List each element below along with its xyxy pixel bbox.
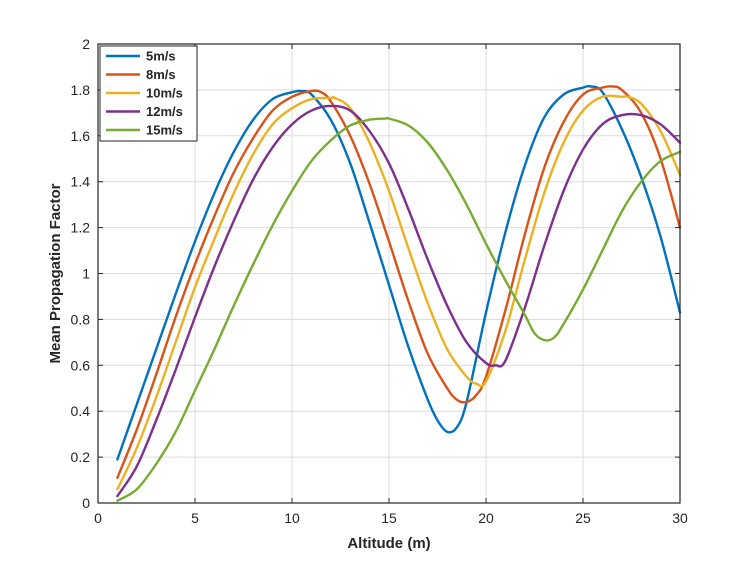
y-tick-label: 2 (82, 36, 90, 52)
x-tick-label: 20 (478, 510, 494, 526)
y-axis-title: Mean Propagation Factor (47, 183, 64, 363)
y-tick-label: 0.4 (71, 403, 91, 419)
legend: 5m/s 8m/s 10m/s 12m/s 15m/s (99, 45, 198, 142)
x-tick-label: 0 (94, 510, 102, 526)
y-tick-label: 0.6 (71, 357, 91, 373)
y-tick-label: 0.8 (71, 311, 91, 327)
y-axis: 0 0.2 0.4 0.6 0.8 1 1.2 1.4 1.6 1.8 2 (71, 36, 680, 511)
legend-label: 12m/s (146, 104, 183, 119)
y-tick-label: 1.2 (71, 220, 91, 236)
x-axis: 0 5 10 15 20 25 30 (94, 44, 688, 526)
series-line-5ms (116, 84, 682, 461)
x-axis-title: Altitude (m) (347, 535, 430, 552)
series-line-12ms (116, 104, 682, 498)
y-tick-label: 1 (82, 266, 90, 282)
x-tick-label: 15 (381, 510, 397, 526)
y-tick-label: 1.6 (71, 128, 91, 144)
y-tick-label: 0.2 (71, 449, 91, 465)
x-tick-label: 10 (284, 510, 300, 526)
legend-label: 5m/s (146, 49, 176, 64)
y-tick-label: 1.8 (71, 82, 91, 98)
legend-label: 10m/s (146, 86, 183, 101)
series-line-15ms (116, 116, 682, 502)
series-line-8ms (116, 85, 682, 479)
y-tick-label: 0 (82, 495, 90, 511)
y-tick-label: 1.4 (71, 174, 91, 190)
legend-label: 8m/s (146, 67, 176, 82)
plot-lines (116, 84, 682, 502)
x-tick-label: 30 (672, 510, 688, 526)
legend-label: 15m/s (146, 123, 183, 138)
x-tick-label: 5 (191, 510, 199, 526)
x-tick-label: 25 (575, 510, 591, 526)
series-line-10ms (116, 94, 682, 491)
